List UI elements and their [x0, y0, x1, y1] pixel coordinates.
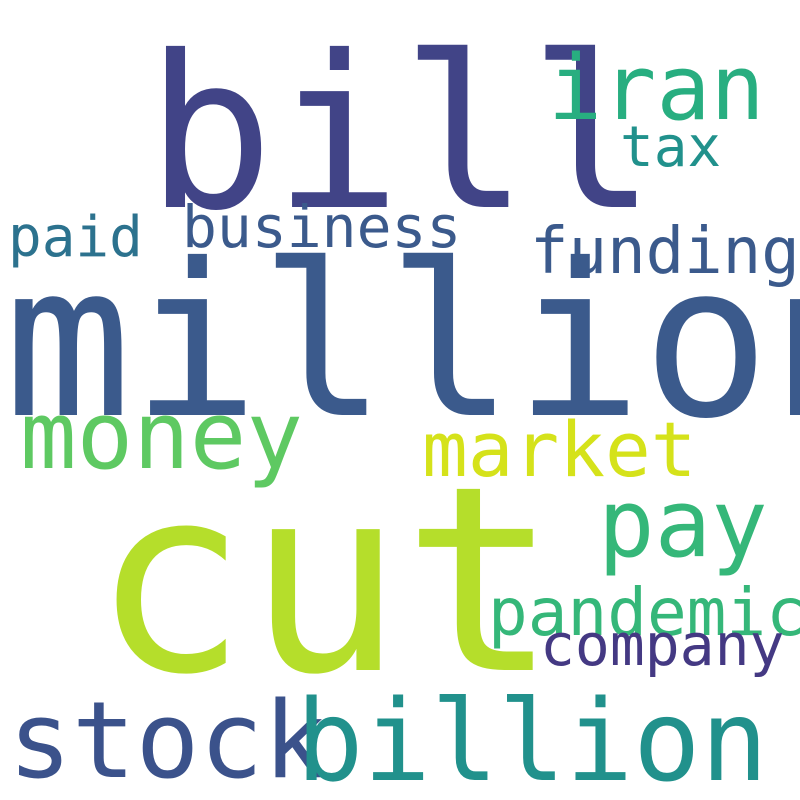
word-market: market — [422, 405, 697, 494]
word-bill: bill — [146, 10, 657, 257]
word-billion: billion — [296, 677, 769, 800]
word-iran: iran — [548, 36, 765, 141]
word-million: million — [4, 218, 800, 465]
word-tax: tax — [620, 115, 722, 180]
word-pay: pay — [598, 470, 768, 579]
word-money: money — [20, 382, 303, 491]
word-business: business — [182, 193, 462, 261]
word-company: company — [540, 611, 785, 679]
word-pandemic: pandemic — [488, 574, 800, 651]
word-funding: funding — [530, 215, 800, 289]
word-paid: paid — [8, 205, 143, 270]
word-stock: stock — [8, 679, 328, 800]
word-cut: cut — [92, 431, 558, 731]
